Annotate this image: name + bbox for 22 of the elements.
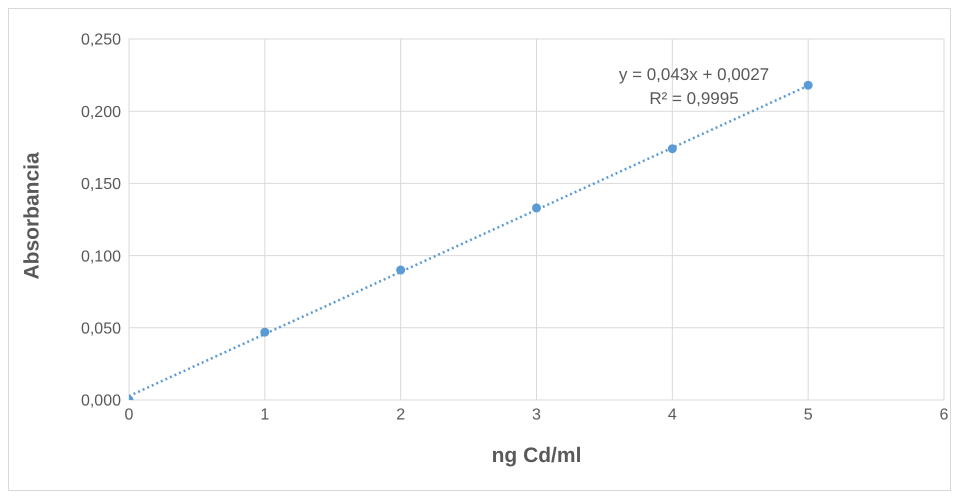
point	[804, 80, 813, 90]
x-axis-title: ng Cd/ml	[492, 444, 582, 467]
x-tick-label: 6	[940, 406, 949, 424]
y-tick-label: 0,100	[80, 248, 122, 266]
y-tick-label: 0,150	[80, 176, 122, 194]
x-tick-label: 1	[260, 406, 270, 424]
x-tick-label: 3	[532, 406, 542, 424]
annotation: y = 0,043x + 0,0027	[618, 64, 770, 86]
y-axis-title: Absorbancia	[20, 152, 44, 280]
annotation: R² = 0,9995	[648, 88, 740, 110]
y-tick-label: 0,200	[80, 104, 122, 121]
y-tick-label: 0,000	[80, 392, 122, 410]
point	[532, 203, 542, 212]
x-tick-label: 2	[396, 406, 406, 424]
point	[396, 266, 406, 275]
x-tick-label: 0	[124, 406, 134, 424]
x-tick-label: 5	[804, 406, 813, 424]
y-tick-label: 0,250	[80, 32, 122, 49]
point	[668, 144, 677, 154]
x-tick-label: 4	[668, 406, 677, 424]
y-tick-label: 0,050	[80, 320, 122, 338]
point	[260, 328, 270, 337]
